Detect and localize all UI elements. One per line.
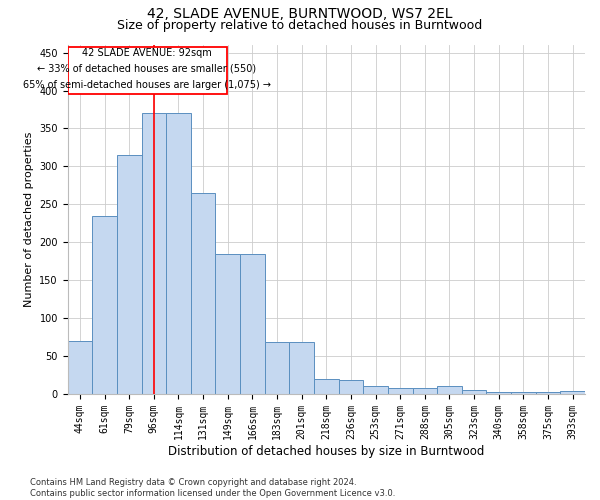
Bar bbox=[437, 386, 462, 394]
Bar bbox=[511, 392, 536, 394]
FancyBboxPatch shape bbox=[68, 46, 227, 94]
Bar bbox=[413, 388, 437, 394]
Bar bbox=[92, 216, 117, 394]
Bar bbox=[487, 392, 511, 394]
Text: ← 33% of detached houses are smaller (550): ← 33% of detached houses are smaller (55… bbox=[37, 64, 257, 74]
Text: 42 SLADE AVENUE: 92sqm: 42 SLADE AVENUE: 92sqm bbox=[82, 48, 212, 58]
Text: 42, SLADE AVENUE, BURNTWOOD, WS7 2EL: 42, SLADE AVENUE, BURNTWOOD, WS7 2EL bbox=[147, 8, 453, 22]
Bar bbox=[166, 114, 191, 394]
Bar bbox=[117, 155, 142, 394]
Bar bbox=[191, 193, 215, 394]
Bar bbox=[215, 254, 240, 394]
Text: Contains HM Land Registry data © Crown copyright and database right 2024.
Contai: Contains HM Land Registry data © Crown c… bbox=[30, 478, 395, 498]
X-axis label: Distribution of detached houses by size in Burntwood: Distribution of detached houses by size … bbox=[168, 444, 484, 458]
Bar bbox=[338, 380, 363, 394]
Bar bbox=[314, 379, 338, 394]
Bar bbox=[363, 386, 388, 394]
Bar bbox=[265, 342, 289, 394]
Bar bbox=[462, 390, 487, 394]
Bar bbox=[240, 254, 265, 394]
Text: 65% of semi-detached houses are larger (1,075) →: 65% of semi-detached houses are larger (… bbox=[23, 80, 271, 90]
Y-axis label: Number of detached properties: Number of detached properties bbox=[23, 132, 34, 307]
Text: Size of property relative to detached houses in Burntwood: Size of property relative to detached ho… bbox=[118, 18, 482, 32]
Bar bbox=[560, 391, 585, 394]
Bar bbox=[289, 342, 314, 394]
Bar bbox=[68, 341, 92, 394]
Bar bbox=[142, 114, 166, 394]
Bar bbox=[388, 388, 413, 394]
Bar bbox=[536, 392, 560, 394]
